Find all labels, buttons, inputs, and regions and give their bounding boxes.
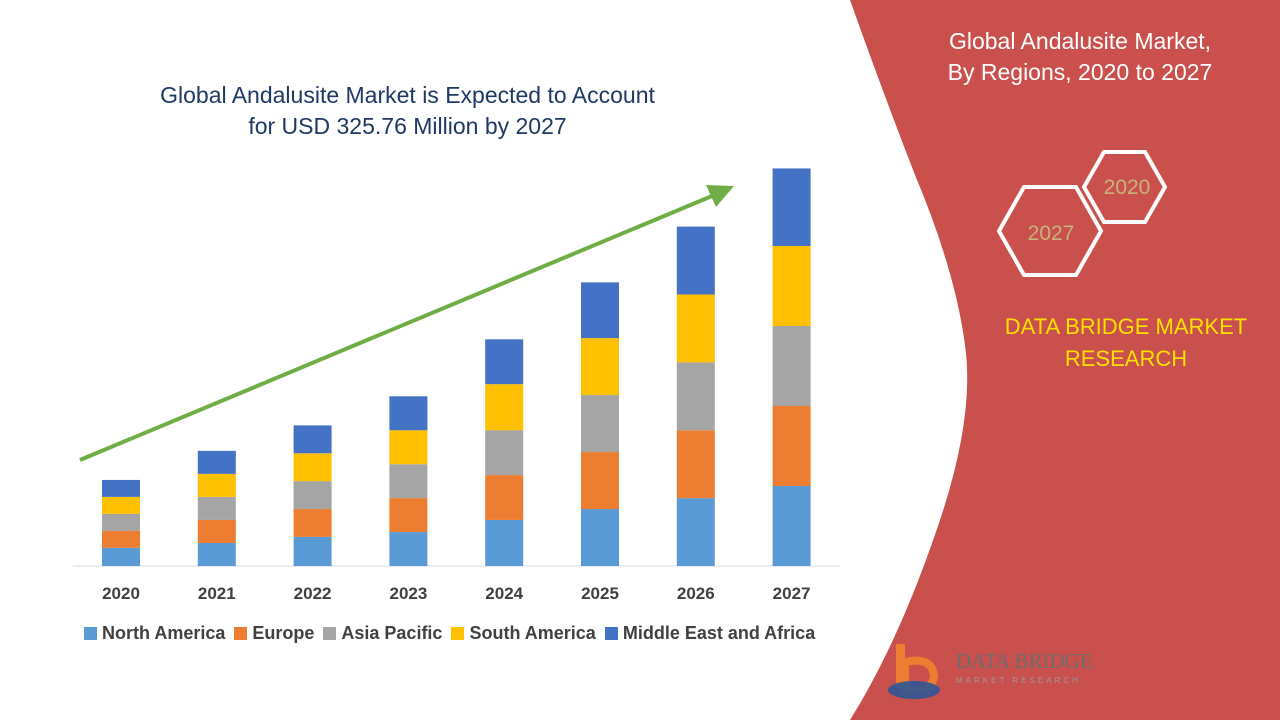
legend-swatch: [323, 627, 337, 640]
chart-legend: North America Europe Asia Pacific South Ame…: [84, 623, 824, 644]
x-tick-label-2027: 2027: [773, 584, 811, 603]
bar-2022-series-2: [293, 481, 332, 510]
bar-2021-series-0: [197, 542, 236, 566]
x-tick-label-2024: 2024: [485, 584, 523, 603]
bar-2026-series-2: [676, 362, 715, 431]
bar-2021-series-3: [197, 473, 236, 497]
hexagon-2020: [1081, 150, 1168, 224]
legend-swatch: [451, 627, 465, 640]
x-tick-label-2022: 2022: [294, 584, 332, 603]
x-tick-label-2021: 2021: [198, 584, 236, 603]
legend-item: Asia Pacific: [323, 623, 442, 644]
hexagon-2027: [996, 185, 1104, 277]
legend-item: Middle East and Africa: [604, 623, 816, 644]
bar-2026-series-4: [676, 226, 715, 295]
bar-2023-series-4: [389, 396, 428, 431]
panel-title: Global Andalusite Market, By Regions, 20…: [905, 26, 1255, 88]
bar-2022-series-3: [293, 453, 332, 482]
bar-2025-series-1: [581, 452, 619, 510]
bar-2020-series-2: [102, 513, 140, 531]
bar-2021-series-2: [197, 496, 236, 520]
x-tick-label-2023: 2023: [389, 584, 427, 603]
bar-2025-series-0: [581, 509, 619, 566]
bar-2023-series-3: [389, 430, 428, 465]
bar-2027-series-3: [772, 246, 811, 326]
bar-2020-series-4: [102, 479, 140, 497]
legend-label: Europe: [252, 623, 315, 643]
bar-2026-series-1: [676, 430, 715, 499]
chart-title: Global Andalusite Market is Expected to …: [100, 80, 715, 142]
bar-2022-series-0: [293, 536, 332, 566]
chart-title-line-2: for USD 325.76 Million by 2027: [248, 113, 567, 139]
bar-2026-series-0: [676, 498, 715, 566]
bar-2024-series-4: [485, 339, 524, 385]
panel-title-line-2: By Regions, 2020 to 2027: [947, 59, 1213, 85]
bar-2024-series-2: [485, 430, 524, 476]
legend-label: North America: [102, 623, 226, 643]
bar-2025-series-4: [581, 282, 619, 339]
bar-2027-series-2: [772, 326, 811, 406]
right-panel: [850, 0, 1280, 720]
x-tick-label-2025: 2025: [581, 584, 619, 603]
bar-2024-series-3: [485, 384, 524, 431]
bar-2027-series-4: [772, 168, 811, 246]
bar-2025-series-2: [581, 395, 619, 453]
brand-text: DATA BRIDGE MARKET RESEARCH: [985, 311, 1267, 375]
legend-item: South America: [451, 623, 596, 644]
legend-label: Middle East and Africa: [622, 623, 816, 643]
bar-2021-series-1: [197, 519, 236, 543]
bar-2025-series-3: [581, 338, 619, 396]
brand-line-2: RESEARCH: [1064, 346, 1188, 371]
legend-swatch: [84, 627, 97, 640]
company-logo: DATA BRIDGE MARKET RESEARCH: [882, 640, 1112, 704]
bar-2020-series-1: [102, 530, 140, 548]
chart-title-line-1: Global Andalusite Market is Expected to …: [160, 82, 655, 108]
bar-2022-series-4: [293, 425, 332, 454]
bar-2021-series-4: [197, 450, 236, 474]
legend-item: Europe: [234, 623, 314, 644]
bar-2023-series-1: [389, 498, 428, 533]
bar-2023-series-0: [389, 532, 428, 566]
trend-arrow-head-icon: [706, 185, 734, 207]
bar-2027-series-1: [772, 406, 811, 486]
panel-title-line-1: Global Andalusite Market,: [948, 28, 1212, 54]
bar-2026-series-3: [676, 294, 715, 363]
bar-2022-series-1: [293, 509, 332, 537]
bar-2027-series-0: [772, 486, 811, 566]
bar-2024-series-1: [485, 475, 524, 520]
bar-2023-series-2: [389, 464, 428, 499]
x-tick-label-2020: 2020: [102, 584, 140, 603]
legend-item: North America: [84, 623, 225, 644]
legend-label: South America: [469, 623, 596, 643]
bar-2020-series-3: [102, 496, 140, 514]
logo-tagline: MARKET RESEARCH: [956, 676, 1081, 685]
logo-mark-icon: [888, 644, 940, 699]
x-tick-label-2026: 2026: [677, 584, 715, 603]
hexagon-2020-label: 2020: [1104, 176, 1151, 199]
legend-label: Asia Pacific: [341, 623, 443, 643]
bar-2020-series-0: [102, 547, 140, 566]
logo-name: DATA BRIDGE: [956, 649, 1093, 673]
legend-swatch: [604, 627, 618, 640]
hexagon-2027-label: 2027: [1028, 222, 1075, 245]
legend-swatch: [234, 627, 248, 640]
trend-arrow-line: [79, 194, 713, 462]
brand-line-1: DATA BRIDGE MARKET: [1004, 314, 1248, 339]
bar-2024-series-0: [485, 519, 524, 566]
